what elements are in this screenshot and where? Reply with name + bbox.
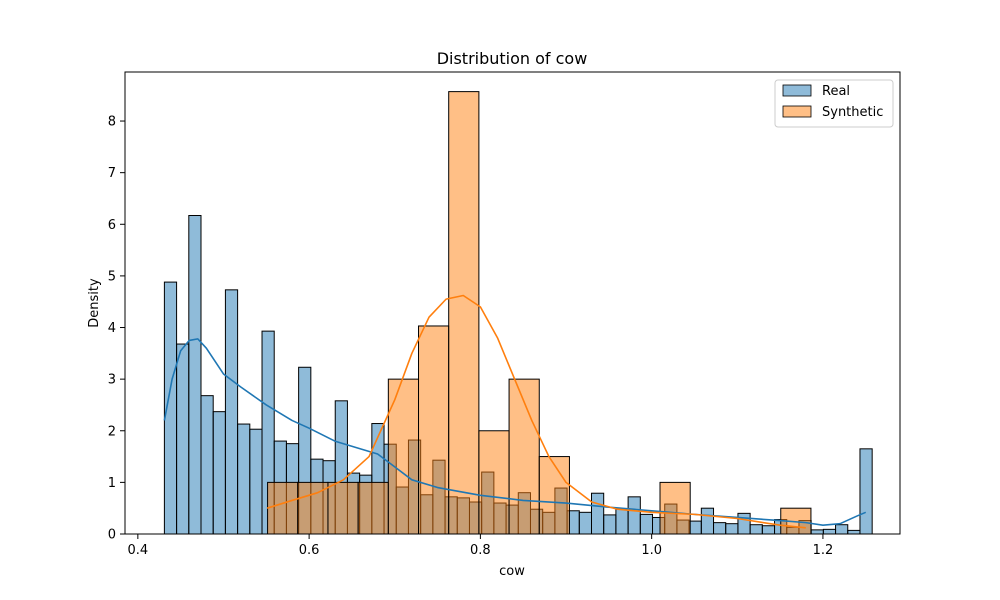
synthetic-bar — [357, 481, 389, 535]
y-tick-label: 6 — [108, 218, 116, 233]
real-bar — [627, 496, 641, 535]
real-bar — [737, 512, 751, 535]
real-bar — [847, 529, 861, 535]
plot-frame — [124, 71, 901, 535]
real-bar — [212, 411, 226, 535]
real-bar — [578, 511, 592, 535]
y-tick-label: 7 — [108, 166, 116, 181]
x-axis: 0.4 0.6 0.8 1.0 1.2 — [128, 534, 834, 558]
real-bar — [859, 448, 873, 535]
y-axis: 0 1 2 3 4 5 6 7 8 — [108, 115, 125, 543]
real-kde-line — [163, 338, 867, 527]
y-tick-label: 1 — [108, 476, 116, 491]
real-bar — [237, 423, 251, 535]
legend-swatch-real — [782, 84, 812, 97]
synthetic-bar — [267, 481, 299, 535]
y-tick-label: 2 — [108, 424, 116, 439]
legend-label-synthetic: Synthetic — [822, 105, 883, 120]
real-bar — [822, 528, 837, 535]
synthetic-bar — [448, 91, 480, 535]
real-bar — [810, 529, 824, 535]
y-tick-label: 4 — [108, 321, 116, 336]
synthetic-bar — [508, 378, 540, 535]
real-bar — [224, 289, 239, 535]
legend-label-real: Real — [822, 84, 850, 99]
real-bar — [725, 523, 739, 535]
synthetic-bar — [538, 456, 570, 535]
real-bar — [700, 507, 715, 535]
synthetic-bar — [418, 325, 450, 535]
kde-layer — [163, 294, 867, 529]
chart-title: Distribution of cow — [437, 49, 588, 68]
real-bar — [688, 520, 702, 535]
real-bar — [749, 524, 763, 535]
synthetic-bar — [478, 430, 510, 535]
x-tick-label: 0.6 — [299, 543, 320, 558]
real-bar — [249, 428, 263, 535]
x-tick-label: 1.2 — [813, 543, 834, 558]
x-tick-label: 0.4 — [128, 543, 149, 558]
real-bar — [639, 513, 654, 535]
real-bar — [591, 492, 605, 535]
real-bar — [188, 215, 202, 535]
real-bar — [835, 524, 849, 535]
y-axis-title: Density — [87, 278, 102, 328]
y-tick-label: 0 — [108, 528, 116, 543]
x-tick-label: 1.0 — [641, 543, 662, 558]
y-tick-label: 8 — [108, 115, 116, 130]
synthetic-bar — [659, 481, 691, 535]
synthetic-kde-line — [266, 294, 806, 529]
synthetic-bar — [327, 481, 359, 535]
y-tick-label: 3 — [108, 373, 116, 388]
real-bar — [713, 522, 727, 535]
y-tick-label: 5 — [108, 269, 116, 284]
synthetic-bar — [387, 378, 420, 535]
legend-swatch-synthetic — [782, 105, 812, 118]
real-bar — [176, 343, 190, 535]
x-axis-title: cow — [499, 564, 525, 579]
legend: Real Synthetic — [774, 79, 894, 128]
real-bar — [603, 514, 617, 535]
x-tick-label: 0.8 — [470, 543, 491, 558]
real-bar — [761, 525, 776, 535]
real-bar — [200, 395, 214, 535]
real-bar — [615, 508, 629, 535]
bars-layer — [163, 91, 873, 535]
synthetic-bar — [297, 481, 329, 535]
